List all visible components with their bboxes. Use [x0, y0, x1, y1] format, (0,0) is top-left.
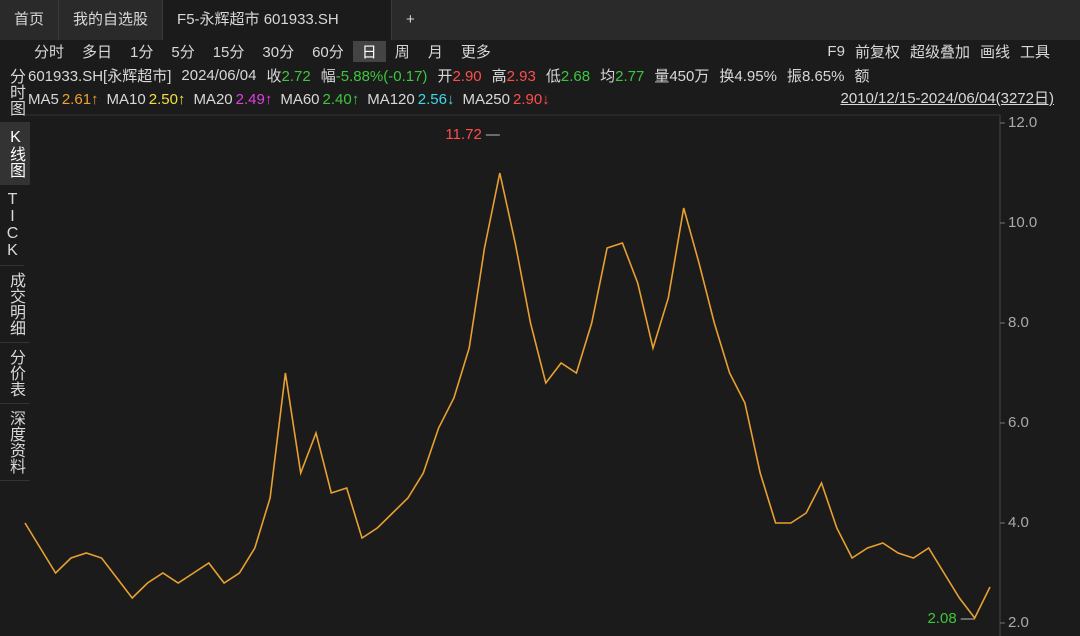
ma-value: 2.90↓ — [512, 90, 550, 108]
quote-label: 均 — [600, 67, 616, 85]
period[interactable]: 更多 — [460, 43, 491, 61]
side-tab[interactable]: 成交明细 — [0, 266, 30, 343]
tool[interactable]: 前复权 — [854, 43, 900, 61]
tool[interactable]: 画线 — [979, 43, 1010, 61]
annotation-label: 2.08 — [927, 610, 956, 627]
period[interactable]: 月 — [427, 43, 443, 61]
quote-item: 量450万 — [654, 65, 709, 86]
tool[interactable]: F9 — [827, 42, 845, 60]
quote-label: 额 — [854, 67, 870, 85]
quote-label: 低 — [545, 67, 561, 85]
date: 2024/06/04 — [181, 66, 257, 84]
quote-value: 8.65% — [801, 67, 845, 85]
y-tick-label: 12.0 — [1008, 114, 1037, 131]
quote-item: 高2.93 — [492, 65, 536, 86]
quote-label: 换 — [719, 67, 735, 85]
quote-item: 振8.65% — [787, 65, 845, 86]
ma-value: 2.56↓ — [417, 90, 455, 108]
ma-value: 2.40↑ — [322, 90, 360, 108]
quote-item: 收2.72 — [266, 65, 310, 86]
quote-item: 均2.77 — [600, 65, 644, 86]
tool-bar: F9 前复权 超级叠加 画线 工具 — [827, 40, 1050, 62]
tab[interactable]: F5-永辉超市 601933.SH — [163, 0, 393, 40]
ma-item: MA60 2.40↑ — [280, 91, 359, 108]
quote-value: 450万 — [669, 67, 710, 85]
quote-label: 幅 — [320, 67, 336, 85]
quote-label: 开 — [437, 67, 453, 85]
price-line — [24, 172, 991, 620]
ma-value: 2.50↑ — [148, 90, 186, 108]
quote-label: 收 — [266, 67, 282, 85]
y-tick-label: 10.0 — [1008, 214, 1037, 231]
period[interactable]: 5分 — [171, 43, 195, 61]
period-bar: 分时 多日 1分 5分 15分 30分 60分日周月更多 — [25, 40, 500, 62]
ma-value: 2.61↑ — [61, 90, 99, 108]
tab[interactable]: 首页 — [0, 0, 60, 40]
quote-item: 额 — [854, 65, 869, 86]
period[interactable]: 多日 — [82, 43, 113, 61]
add-tab[interactable]: + — [406, 11, 415, 28]
quote-value: -5.88%(-0.17) — [335, 67, 428, 85]
ma-item: MA250 2.90↓ — [462, 91, 549, 108]
annotation-label: 11.72 — [445, 126, 481, 143]
ma-name: MA5 — [28, 90, 59, 108]
quote-value: 2.93 — [506, 67, 536, 85]
ma-item: MA5 2.61↑ — [28, 91, 99, 108]
date-range[interactable]: 2010/12/15-2024/06/04(3272日) — [840, 90, 1054, 107]
y-tick-label: 2.0 — [1008, 614, 1029, 631]
period[interactable]: 1分 — [130, 43, 154, 61]
code: 601933.SH[永辉超市] — [28, 67, 172, 85]
quote-row: 601933.SH[永辉超市] 2024/06/04 收2.72 幅-5.88%(… — [28, 62, 870, 88]
y-tick-label: 6.0 — [1008, 414, 1029, 431]
quote-label: 振 — [786, 67, 802, 85]
period[interactable]: 60分 — [312, 43, 344, 61]
quote-item: 幅-5.88%(-0.17) — [321, 65, 428, 86]
quote-value: 2.68 — [560, 67, 591, 85]
quote-value: 2.72 — [281, 67, 311, 85]
tab-bar: 首页 我的自选股 F5-永辉超市 601933.SH + — [0, 0, 1080, 40]
quote-value: 2.77 — [615, 67, 645, 85]
quote-item: 低2.68 — [546, 65, 590, 86]
ma-name: MA60 — [280, 90, 320, 108]
side-tab[interactable]: TICK — [0, 185, 24, 266]
period[interactable]: 周 — [394, 43, 410, 61]
y-tick-label: 4.0 — [1008, 514, 1029, 531]
quote-label: 高 — [491, 67, 507, 85]
quote-label: 量 — [654, 67, 670, 85]
period[interactable]: 日 — [352, 40, 386, 62]
ma-item: MA10 2.50↑ — [107, 91, 186, 108]
tool[interactable]: 超级叠加 — [909, 43, 970, 61]
side-tab[interactable]: 深度资料 — [0, 404, 30, 481]
ma-name: MA120 — [367, 90, 415, 108]
ma-item: MA120 2.56↓ — [367, 91, 454, 108]
period[interactable]: 分时 — [34, 43, 65, 61]
quote-item: 开2.90 — [437, 65, 481, 86]
quote-item: 换4.95% — [719, 65, 777, 86]
period[interactable]: 15分 — [212, 43, 245, 61]
ma-name: MA10 — [106, 90, 146, 108]
ma-name: MA20 — [193, 90, 233, 108]
ma-legend: MA5 2.61↑ MA10 2.50↑ MA20 2.49↑ MA60 2.40↑ MA120… — [28, 88, 550, 110]
side-tab[interactable]: K线图 — [0, 123, 30, 185]
ma-name: MA250 — [462, 90, 510, 108]
period[interactable]: 30分 — [262, 43, 295, 61]
tool[interactable]: 工具 — [1019, 43, 1050, 61]
side-bar: 分时图 K线图 TICK 成交明细 分价表 深度资料 — [0, 62, 30, 481]
tab[interactable]: 我的自选股 — [59, 0, 164, 40]
ma-item: MA20 2.49↑ — [193, 91, 272, 108]
side-tab[interactable]: 分时图 — [0, 62, 30, 123]
y-tick-label: 8.0 — [1008, 314, 1029, 331]
quote-value: 4.95% — [734, 67, 777, 85]
ma-value: 2.49↑ — [235, 90, 273, 108]
side-tab[interactable]: 分价表 — [0, 343, 30, 404]
quote-value: 2.90 — [452, 67, 482, 85]
